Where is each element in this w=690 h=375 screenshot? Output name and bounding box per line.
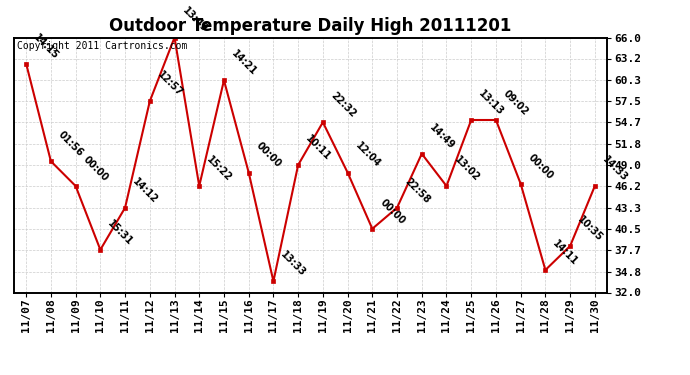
Text: 14:21: 14:21 <box>230 48 259 78</box>
Text: 22:32: 22:32 <box>328 90 357 120</box>
Text: 14:11: 14:11 <box>551 238 580 267</box>
Text: 12:04: 12:04 <box>353 141 382 170</box>
Text: 14:12: 14:12 <box>130 176 159 205</box>
Text: 12:57: 12:57 <box>155 69 184 99</box>
Text: 00:00: 00:00 <box>254 141 283 170</box>
Text: 14:49: 14:49 <box>427 122 456 151</box>
Text: 22:58: 22:58 <box>402 176 432 205</box>
Text: 15:31: 15:31 <box>106 218 135 247</box>
Text: 13:49: 13:49 <box>180 6 209 35</box>
Text: Copyright 2011 Cartronics.com: Copyright 2011 Cartronics.com <box>17 41 187 51</box>
Text: 13:13: 13:13 <box>477 88 506 117</box>
Text: 13:02: 13:02 <box>452 154 481 183</box>
Text: 14:33: 14:33 <box>600 154 629 183</box>
Text: 14:15: 14:15 <box>32 32 61 61</box>
Title: Outdoor Temperature Daily High 20111201: Outdoor Temperature Daily High 20111201 <box>109 16 512 34</box>
Text: 00:00: 00:00 <box>378 197 407 226</box>
Text: 00:00: 00:00 <box>81 154 110 183</box>
Text: 00:00: 00:00 <box>526 152 555 181</box>
Text: 09:02: 09:02 <box>502 88 531 117</box>
Text: 13:33: 13:33 <box>279 249 308 279</box>
Text: 10:35: 10:35 <box>575 214 604 243</box>
Text: 10:11: 10:11 <box>304 133 333 162</box>
Text: 01:56: 01:56 <box>57 129 86 159</box>
Text: 15:22: 15:22 <box>205 154 234 183</box>
